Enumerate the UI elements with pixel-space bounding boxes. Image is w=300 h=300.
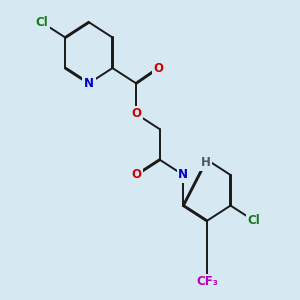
Text: CF₃: CF₃ (196, 275, 218, 288)
Text: Cl: Cl (35, 16, 48, 29)
Text: O: O (153, 61, 163, 75)
Text: O: O (131, 107, 141, 120)
Text: N: N (84, 77, 94, 90)
Text: O: O (131, 169, 141, 182)
Text: Cl: Cl (248, 214, 260, 227)
Text: N: N (178, 169, 188, 182)
Text: H: H (201, 156, 211, 169)
